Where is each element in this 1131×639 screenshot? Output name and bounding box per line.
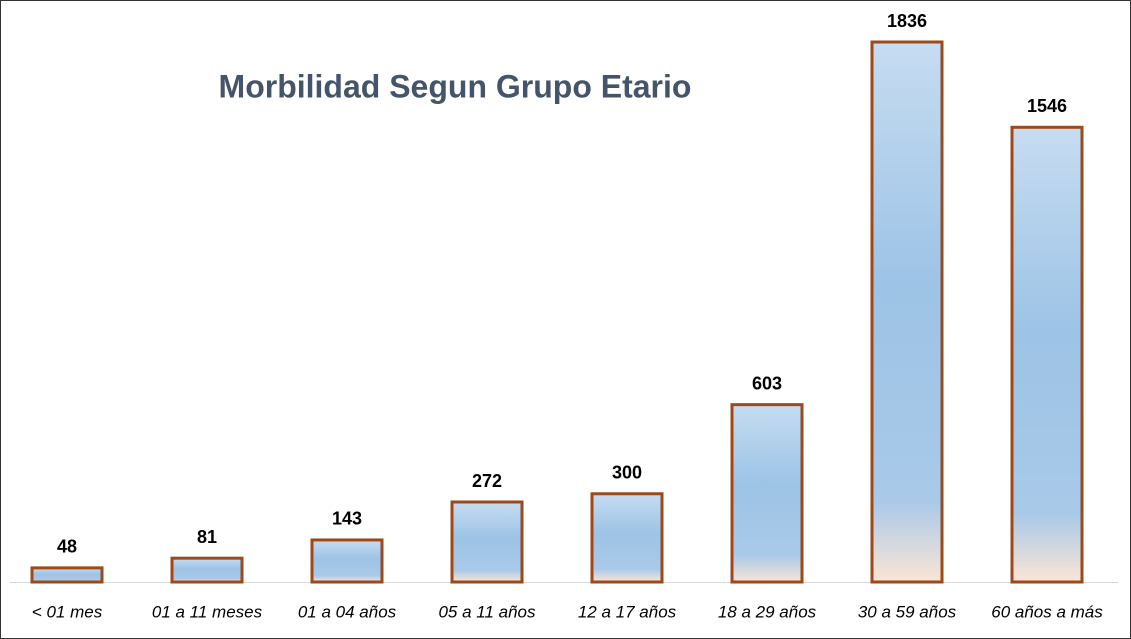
data-label: 81: [197, 527, 217, 547]
bar: [1010, 125, 1084, 584]
x-tick-label: 18 a 29 años: [718, 602, 817, 621]
x-tick-label: 01 a 11 meses: [152, 602, 263, 621]
x-tick-label: 05 a 11 años: [438, 602, 536, 621]
data-label: 1836: [887, 11, 927, 31]
data-label: 48: [57, 537, 77, 557]
bar: [170, 556, 244, 584]
bar: [870, 40, 944, 584]
data-label: 143: [332, 509, 362, 529]
data-label: 1546: [1027, 96, 1067, 116]
data-label: 300: [612, 463, 642, 483]
bar: [30, 566, 104, 584]
x-tick-label: 12 a 17 años: [578, 602, 677, 621]
chart-title: Morbilidad Segun Grupo Etario: [219, 68, 692, 104]
data-label: 603: [752, 373, 782, 393]
data-label: 272: [472, 471, 502, 491]
x-tick-label: 30 a 59 años: [858, 602, 957, 621]
x-tick-label: 60 años a más: [991, 602, 1103, 621]
bar: [310, 538, 384, 584]
x-tick-label: 01 a 04 años: [298, 602, 397, 621]
x-tick-label: < 01 mes: [32, 602, 103, 621]
bar: [730, 403, 804, 584]
bar: [590, 492, 664, 584]
bar: [450, 500, 524, 584]
